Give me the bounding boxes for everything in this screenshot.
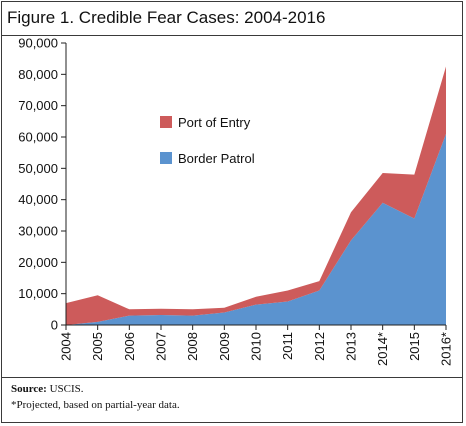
chart-legend: Port of Entry Border Patrol bbox=[160, 115, 255, 166]
x-tick-label: 2011 bbox=[280, 332, 295, 360]
y-tick-label: 20,000 bbox=[18, 255, 58, 270]
y-tick-label: 50,000 bbox=[18, 161, 58, 176]
y-tick-label: 80,000 bbox=[18, 67, 58, 82]
legend-label-border-patrol: Border Patrol bbox=[178, 151, 255, 166]
y-tick-label: 90,000 bbox=[18, 36, 58, 51]
x-tick-label: 2015 bbox=[407, 332, 422, 361]
x-tick-label: 2016* bbox=[439, 332, 454, 366]
x-tick-label: 2014* bbox=[375, 332, 390, 366]
x-tick-label: 2005 bbox=[90, 332, 105, 361]
x-tick-label: 2012 bbox=[312, 332, 327, 361]
x-tick-label: 2013 bbox=[344, 332, 359, 361]
figure-title: Figure 1. Credible Fear Cases: 2004-2016 bbox=[7, 8, 326, 27]
y-tick-label: 30,000 bbox=[18, 224, 58, 239]
area-port-of-entry bbox=[66, 66, 446, 325]
area-border-patrol bbox=[66, 133, 446, 325]
source-value: USCIS. bbox=[46, 383, 84, 395]
x-tick-label: 2004 bbox=[59, 332, 74, 361]
footnote: *Projected, based on partial-year data. bbox=[11, 399, 180, 411]
y-tick-label: 40,000 bbox=[18, 192, 58, 207]
chart-areas bbox=[66, 66, 446, 325]
x-tick-label: 2010 bbox=[249, 332, 264, 361]
x-tick-label: 2006 bbox=[122, 332, 137, 361]
y-tick-label: 60,000 bbox=[18, 130, 58, 145]
legend-swatch-port-of-entry bbox=[160, 116, 172, 128]
chart-axes: 0 10,000 20,000 30,000 40,000 50,000 60,000 70,… bbox=[18, 36, 453, 366]
footer-divider bbox=[2, 377, 462, 378]
x-tick-label: 2007 bbox=[154, 332, 169, 361]
y-tick-label: 0 bbox=[51, 318, 58, 333]
x-tick-label: 2008 bbox=[185, 332, 200, 361]
source-label: Source: bbox=[11, 383, 47, 395]
y-tick-label: 70,000 bbox=[18, 98, 58, 113]
legend-swatch-border-patrol bbox=[160, 152, 172, 164]
legend-label-port-of-entry: Port of Entry bbox=[178, 115, 251, 130]
x-tick-label: 2009 bbox=[217, 332, 232, 361]
y-tick-label: 10,000 bbox=[18, 286, 58, 301]
title-divider bbox=[2, 35, 462, 36]
source-line: Source: USCIS. bbox=[11, 383, 84, 395]
